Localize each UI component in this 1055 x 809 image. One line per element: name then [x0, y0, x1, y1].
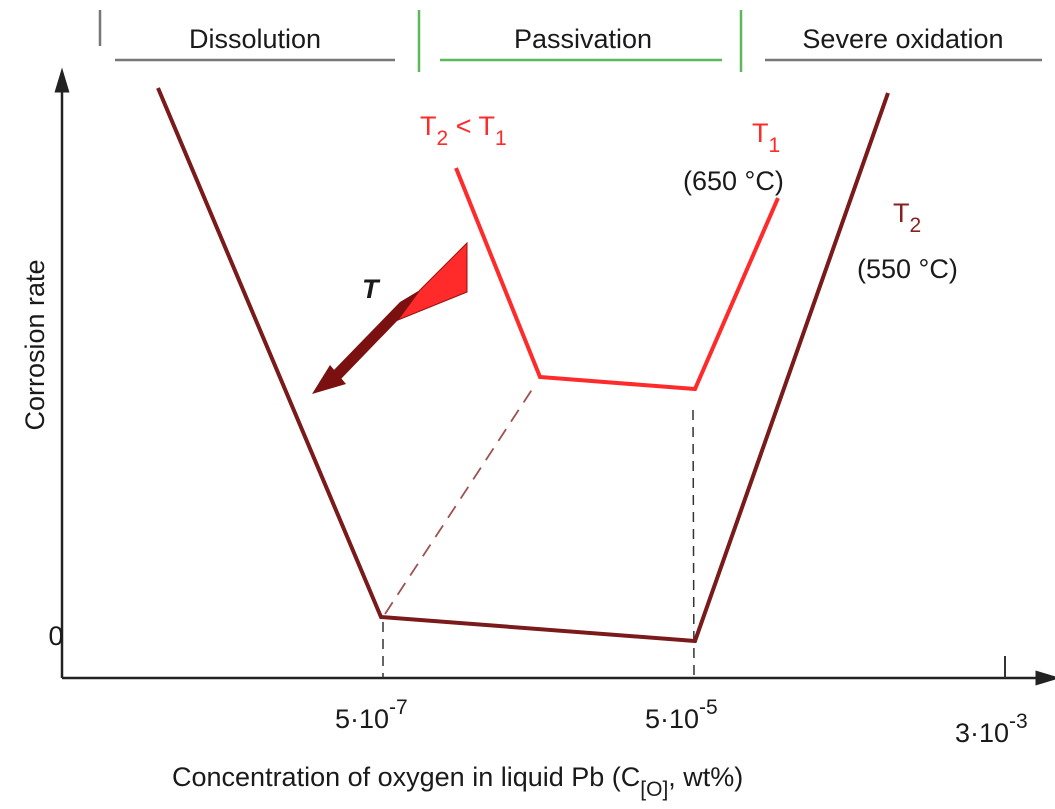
x-tick-label: 5·10-7 [335, 696, 408, 734]
comparison-label: T2 < T1 [420, 111, 507, 150]
region-label: Dissolution [189, 24, 321, 54]
arrow-head [312, 365, 346, 394]
t2-temperature: (550 °C) [857, 254, 958, 284]
t1-temperature: (650 °C) [683, 166, 784, 196]
t1-label: T1 [752, 118, 780, 157]
t2-label: T2 [893, 198, 921, 237]
y-axis-label: Corrosion rate [20, 259, 50, 430]
x-tick-label: 5·10-5 [645, 696, 718, 734]
curve-t1 [454, 167, 780, 392]
tick [692, 409, 695, 679]
arrow-wedge [396, 241, 468, 322]
region-label: Severe oxidation [802, 24, 1003, 54]
dashed-link [384, 384, 536, 615]
arrow-shaft [332, 290, 420, 380]
x-tick-label: 3·10-3 [955, 710, 1028, 748]
arrow-label: T [362, 274, 381, 304]
curve-t2 [156, 87, 890, 644]
region-label: Passivation [514, 24, 652, 54]
x-axis-label: Concentration of oxygen in liquid Pb (C[… [172, 762, 743, 801]
zero-label: 0 [48, 621, 63, 651]
